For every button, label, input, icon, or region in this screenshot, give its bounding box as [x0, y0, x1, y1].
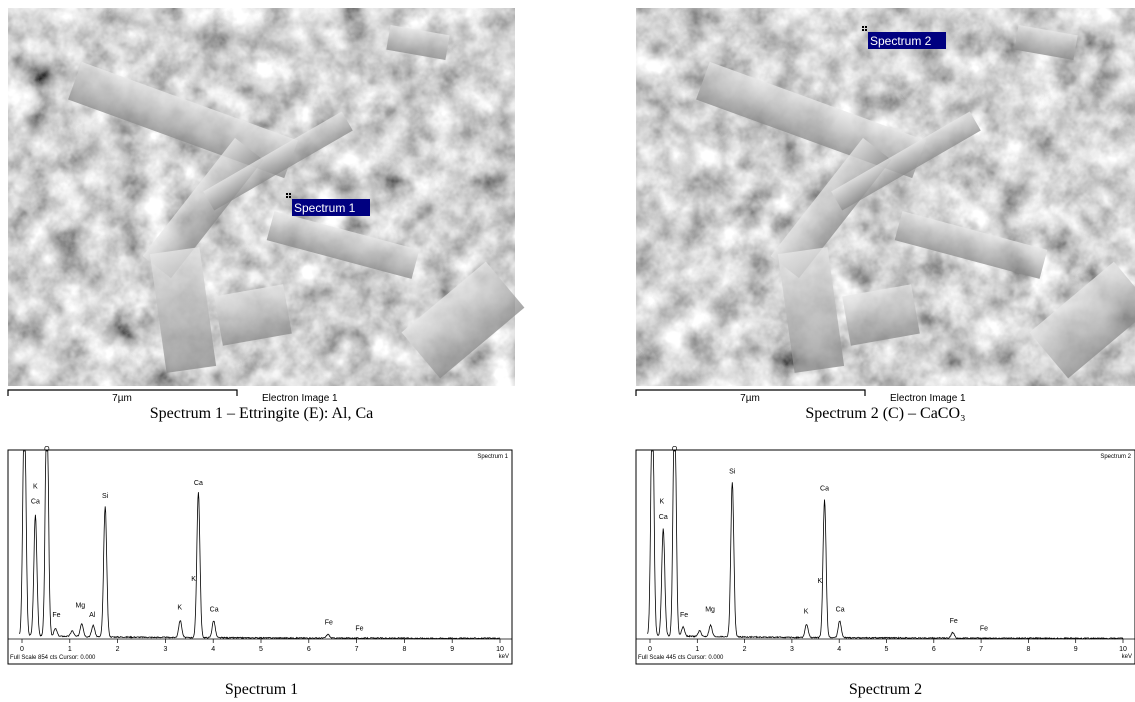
peak-label: O [672, 446, 678, 453]
peak-label: Ca [659, 514, 668, 521]
marker-label: Spectrum 1 [294, 201, 356, 215]
marker-label: Spectrum 2 [870, 34, 932, 48]
x-tick-label: 5 [885, 646, 889, 653]
peak-label: K [33, 484, 38, 491]
peak-label: Ca [210, 606, 219, 613]
peak-label: Si [102, 493, 109, 500]
peak-label: K [804, 608, 809, 615]
x-tick-label: 2 [743, 646, 747, 653]
scale-bar-label: 7µm [112, 393, 132, 404]
peak-label: Al [89, 612, 96, 619]
marker-dot [865, 29, 867, 31]
spectrum-title: Spectrum 1 [477, 454, 508, 460]
spectrum-footer: Full Scale 854 cts Cursor: 0.000 [10, 655, 96, 661]
peak-label: Mg [705, 606, 715, 613]
electron-image [8, 8, 524, 386]
spectrum-caption: Spectrum 1 [225, 681, 298, 698]
x-tick-label: 1 [695, 646, 699, 653]
x-tick-label: 10 [1119, 646, 1127, 653]
image-label: Electron Image 1 [262, 393, 338, 404]
x-tick-label: 4 [211, 646, 215, 653]
marker-dot [289, 196, 291, 198]
x-tick-label: 7 [979, 646, 983, 653]
peak-label: Ca [194, 480, 203, 487]
peak-label: K [177, 605, 182, 612]
x-tick-label: 5 [259, 646, 263, 653]
x-unit: keV [1122, 654, 1132, 660]
x-tick-label: 2 [116, 646, 120, 653]
x-tick-label: 3 [790, 646, 794, 653]
peak-label: Fe [980, 625, 988, 632]
peak-label: Si [729, 468, 736, 475]
spectrum-caption: Spectrum 2 [849, 681, 922, 698]
peak-label: Fe [680, 612, 688, 619]
peak-label: O [44, 446, 50, 453]
x-tick-label: 0 [20, 646, 24, 653]
spectrum-footer: Full Scale 445 cts Cursor: 0.000 [638, 655, 724, 661]
x-tick-label: 6 [307, 646, 311, 653]
spectrum-frame [636, 450, 1135, 664]
peak-label: Ca [820, 485, 829, 492]
peak-label: Ca [836, 606, 845, 613]
electron-image [636, 8, 1135, 386]
x-tick-label: 6 [932, 646, 936, 653]
image-label: Electron Image 1 [890, 393, 966, 404]
peak-label: Fe [325, 620, 333, 627]
caption: Spectrum 1 – Ettringite (E): Al, Ca [150, 405, 374, 422]
x-tick-label: 1 [68, 646, 72, 653]
scale-bar-label: 7µm [740, 393, 760, 404]
x-tick-label: 3 [163, 646, 167, 653]
peak-label: K [659, 499, 664, 506]
caption: Spectrum 2 (C) – CaCO₃ [805, 405, 965, 422]
marker-dot [862, 26, 864, 28]
peak-label: Mg [75, 603, 85, 610]
x-tick-label: 10 [496, 646, 504, 653]
x-tick-label: 8 [1026, 646, 1030, 653]
x-tick-label: 0 [648, 646, 652, 653]
marker-dot [862, 29, 864, 31]
x-tick-label: 4 [837, 646, 841, 653]
spectrum-title: Spectrum 2 [1100, 454, 1131, 460]
x-unit: keV [499, 654, 509, 660]
figure: Spectrum 17µmElectron Image 1Spectrum 1 … [0, 0, 1135, 702]
marker-dot [865, 26, 867, 28]
marker-dot [289, 193, 291, 195]
peak-label: Fe [52, 612, 60, 619]
peak-label: Fe [355, 625, 363, 632]
marker-dot [286, 196, 288, 198]
peak-label: Ca [31, 499, 40, 506]
x-tick-label: 7 [355, 646, 359, 653]
peak-label: K [191, 576, 196, 583]
x-tick-label: 9 [1074, 646, 1078, 653]
x-tick-label: 9 [450, 646, 454, 653]
x-tick-label: 8 [402, 646, 406, 653]
peak-label: Fe [950, 618, 958, 625]
marker-dot [286, 193, 288, 195]
peak-label: K [817, 578, 822, 585]
